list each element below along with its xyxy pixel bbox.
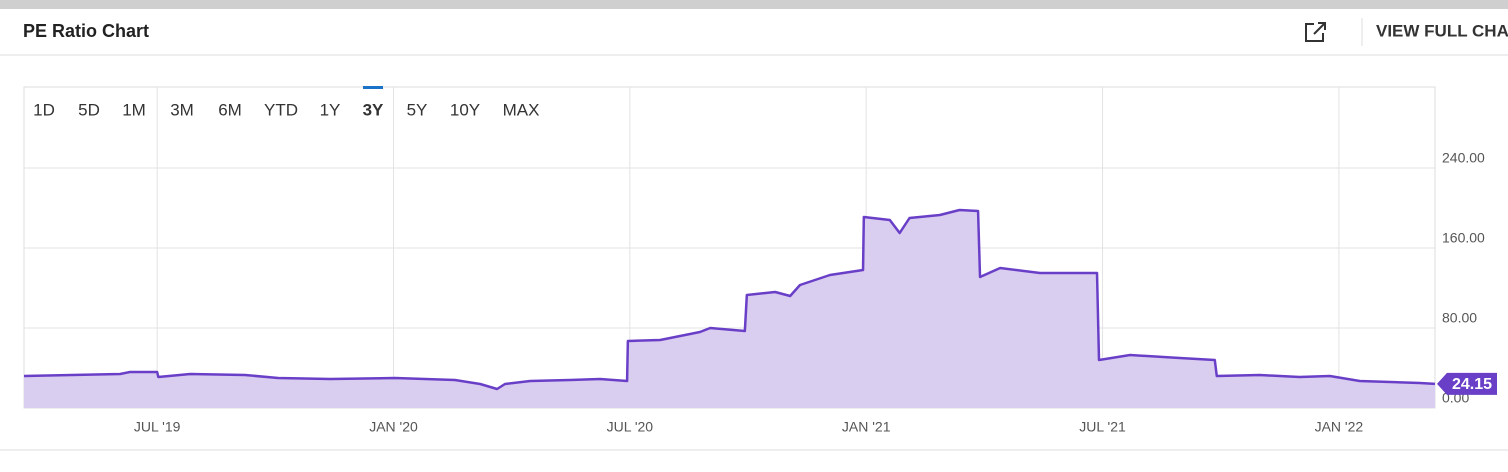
range-selected-indicator [363,86,383,89]
range-button[interactable]: 5Y [407,100,428,119]
range-button[interactable]: 3M [170,100,194,119]
range-button[interactable]: 6M [218,100,242,119]
x-tick-label: JAN '20 [369,419,418,435]
range-button[interactable]: 3Y [363,100,384,119]
range-button[interactable]: 1D [33,100,55,119]
range-button[interactable]: 1M [122,100,146,119]
area-fill [24,210,1435,408]
range-button[interactable]: 10Y [450,100,480,119]
last-value-label: 24.15 [1452,376,1492,393]
open-icon[interactable] [1305,22,1326,42]
x-tick-label: JAN '22 [1315,419,1364,435]
y-tick-label: 160.00 [1442,230,1485,246]
x-tick-label: JAN '21 [842,419,891,435]
x-tick-label: JUL '20 [607,419,654,435]
range-button[interactable]: YTD [264,100,298,119]
line [23,208,1436,391]
range-button[interactable]: MAX [503,100,540,119]
range-button[interactable]: 1Y [320,100,341,119]
x-tick-label: JUL '21 [1079,419,1126,435]
last-value-badge [1437,372,1497,395]
chart-title: PE Ratio Chart [23,21,149,41]
x-tick-label: JUL '19 [134,419,181,435]
range-button[interactable]: 5D [78,100,100,119]
view-full-chart-link[interactable]: VIEW FULL CHART [1376,21,1508,40]
y-tick-label: 240.00 [1442,150,1485,166]
top-bar [0,0,1508,9]
y-tick-label: 80.00 [1442,310,1477,326]
